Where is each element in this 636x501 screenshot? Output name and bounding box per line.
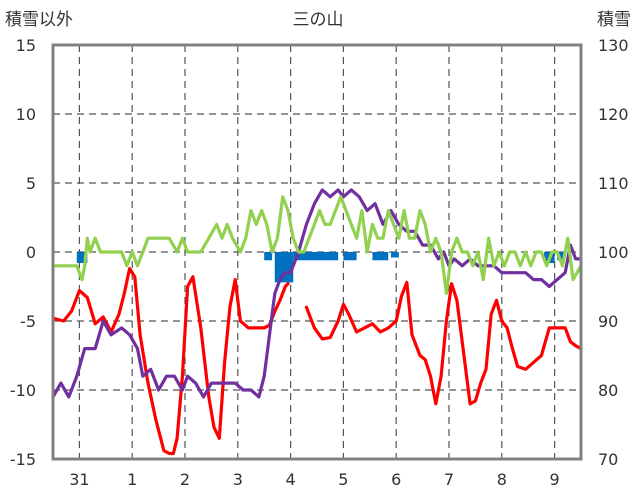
left-tick-label: 10: [16, 105, 36, 124]
blue-bar: [76, 252, 88, 264]
x-tick-label: 3: [233, 470, 243, 489]
right-axis-title: 積雪: [597, 10, 631, 30]
right-tick-label: 110: [598, 174, 629, 193]
red-series-line-0: [51, 267, 290, 456]
blue-bar: [274, 252, 294, 283]
blue-bar: [264, 252, 273, 261]
x-tick-label: 31: [69, 470, 89, 489]
blue-bar: [293, 252, 339, 261]
plot-frame: [51, 43, 583, 461]
left-tick-label: -10: [10, 381, 36, 400]
left-tick-label: 0: [26, 243, 36, 262]
right-tick-label: 130: [598, 36, 629, 55]
blue-bar: [343, 252, 357, 261]
right-tick-label: 90: [598, 312, 618, 331]
blue-bar: [372, 252, 389, 261]
left-tick-label: -5: [20, 312, 36, 331]
left-tick-label: 15: [16, 36, 36, 55]
x-tick-label: 9: [550, 470, 560, 489]
right-tick-label: 70: [598, 450, 618, 469]
tick-labels: 15 10 5 0 -5 -10 -15 130 120 110 100 90 80 70 31 1 2 3 4 5 6…: [10, 36, 629, 489]
right-tick-label: 100: [598, 243, 629, 262]
purple-series-line-2: [51, 188, 583, 399]
left-tick-label: -15: [10, 450, 36, 469]
x-tick-label: 1: [127, 470, 137, 489]
blue-bar: [557, 252, 566, 261]
left-axis-title: 積雪以外: [5, 10, 73, 30]
right-tick-label: 120: [598, 105, 629, 124]
right-tick-label: 80: [598, 381, 618, 400]
red-series-line-1: [304, 280, 583, 406]
x-tick-label: 6: [391, 470, 401, 489]
x-tick-label: 8: [497, 470, 507, 489]
x-tick-label: 2: [180, 470, 190, 489]
blue-bar: [390, 252, 399, 258]
series-lines: [51, 188, 583, 456]
x-tick-label: 7: [444, 470, 454, 489]
chart-title: 三の山: [293, 10, 344, 30]
x-tick-label: 4: [286, 470, 296, 489]
x-tick-label: 5: [338, 470, 348, 489]
left-tick-label: 5: [26, 174, 36, 193]
green-series-line-3: [51, 195, 583, 295]
